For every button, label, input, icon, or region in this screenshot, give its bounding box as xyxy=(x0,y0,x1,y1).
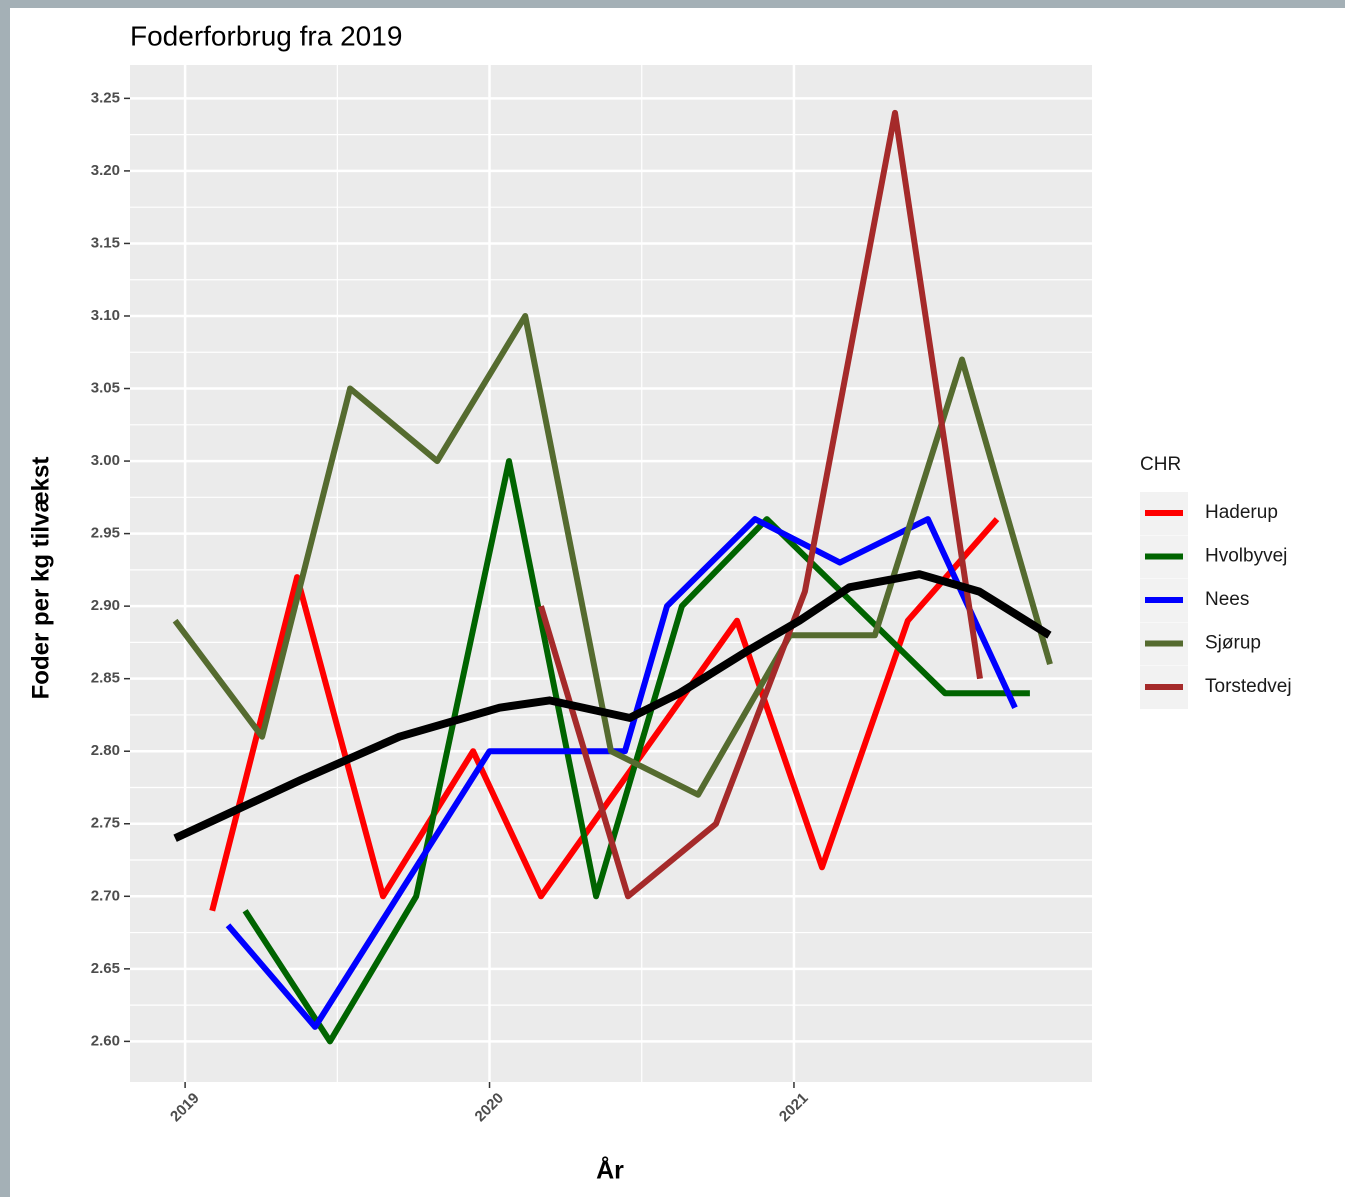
legend-label: Torstedvej xyxy=(1205,676,1292,697)
y-tick-label: 2.85 xyxy=(91,670,120,687)
y-tick-label: 3.10 xyxy=(91,307,120,324)
y-tick-label: 3.00 xyxy=(91,452,120,469)
line xyxy=(172,313,1053,798)
y-tick-label: 3.05 xyxy=(91,379,120,396)
y-tick-label: 2.80 xyxy=(91,742,120,759)
y-tick-label: 2.65 xyxy=(91,960,120,977)
legend-label: Nees xyxy=(1205,589,1249,610)
y-tick-label: 2.75 xyxy=(91,815,120,832)
legend-label: Haderup xyxy=(1205,502,1278,523)
y-tick-label: 3.15 xyxy=(91,234,120,251)
y-tick-label: 2.90 xyxy=(91,597,120,614)
line xyxy=(242,458,1030,1045)
line xyxy=(225,516,1018,1030)
panel xyxy=(130,65,1092,1082)
smooth-line xyxy=(173,570,1052,842)
y-tick-label: 3.20 xyxy=(91,162,120,179)
x-axis-label: År xyxy=(596,1156,624,1185)
line xyxy=(538,109,983,900)
legend-label: Hvolbyvej xyxy=(1205,546,1287,567)
line xyxy=(209,517,1000,912)
chart-title: Foderforbrug fra 2019 xyxy=(130,20,402,51)
legend-title: CHR xyxy=(1140,454,1181,475)
y-tick-label: 2.60 xyxy=(91,1032,120,1049)
legend-label: Sjørup xyxy=(1205,633,1261,654)
y-axis-label: Foder per kg tilvækst xyxy=(27,457,54,700)
y-tick-label: 2.70 xyxy=(91,887,120,904)
y-tick-label: 2.95 xyxy=(91,525,120,542)
y-tick-label: 3.25 xyxy=(91,89,120,106)
